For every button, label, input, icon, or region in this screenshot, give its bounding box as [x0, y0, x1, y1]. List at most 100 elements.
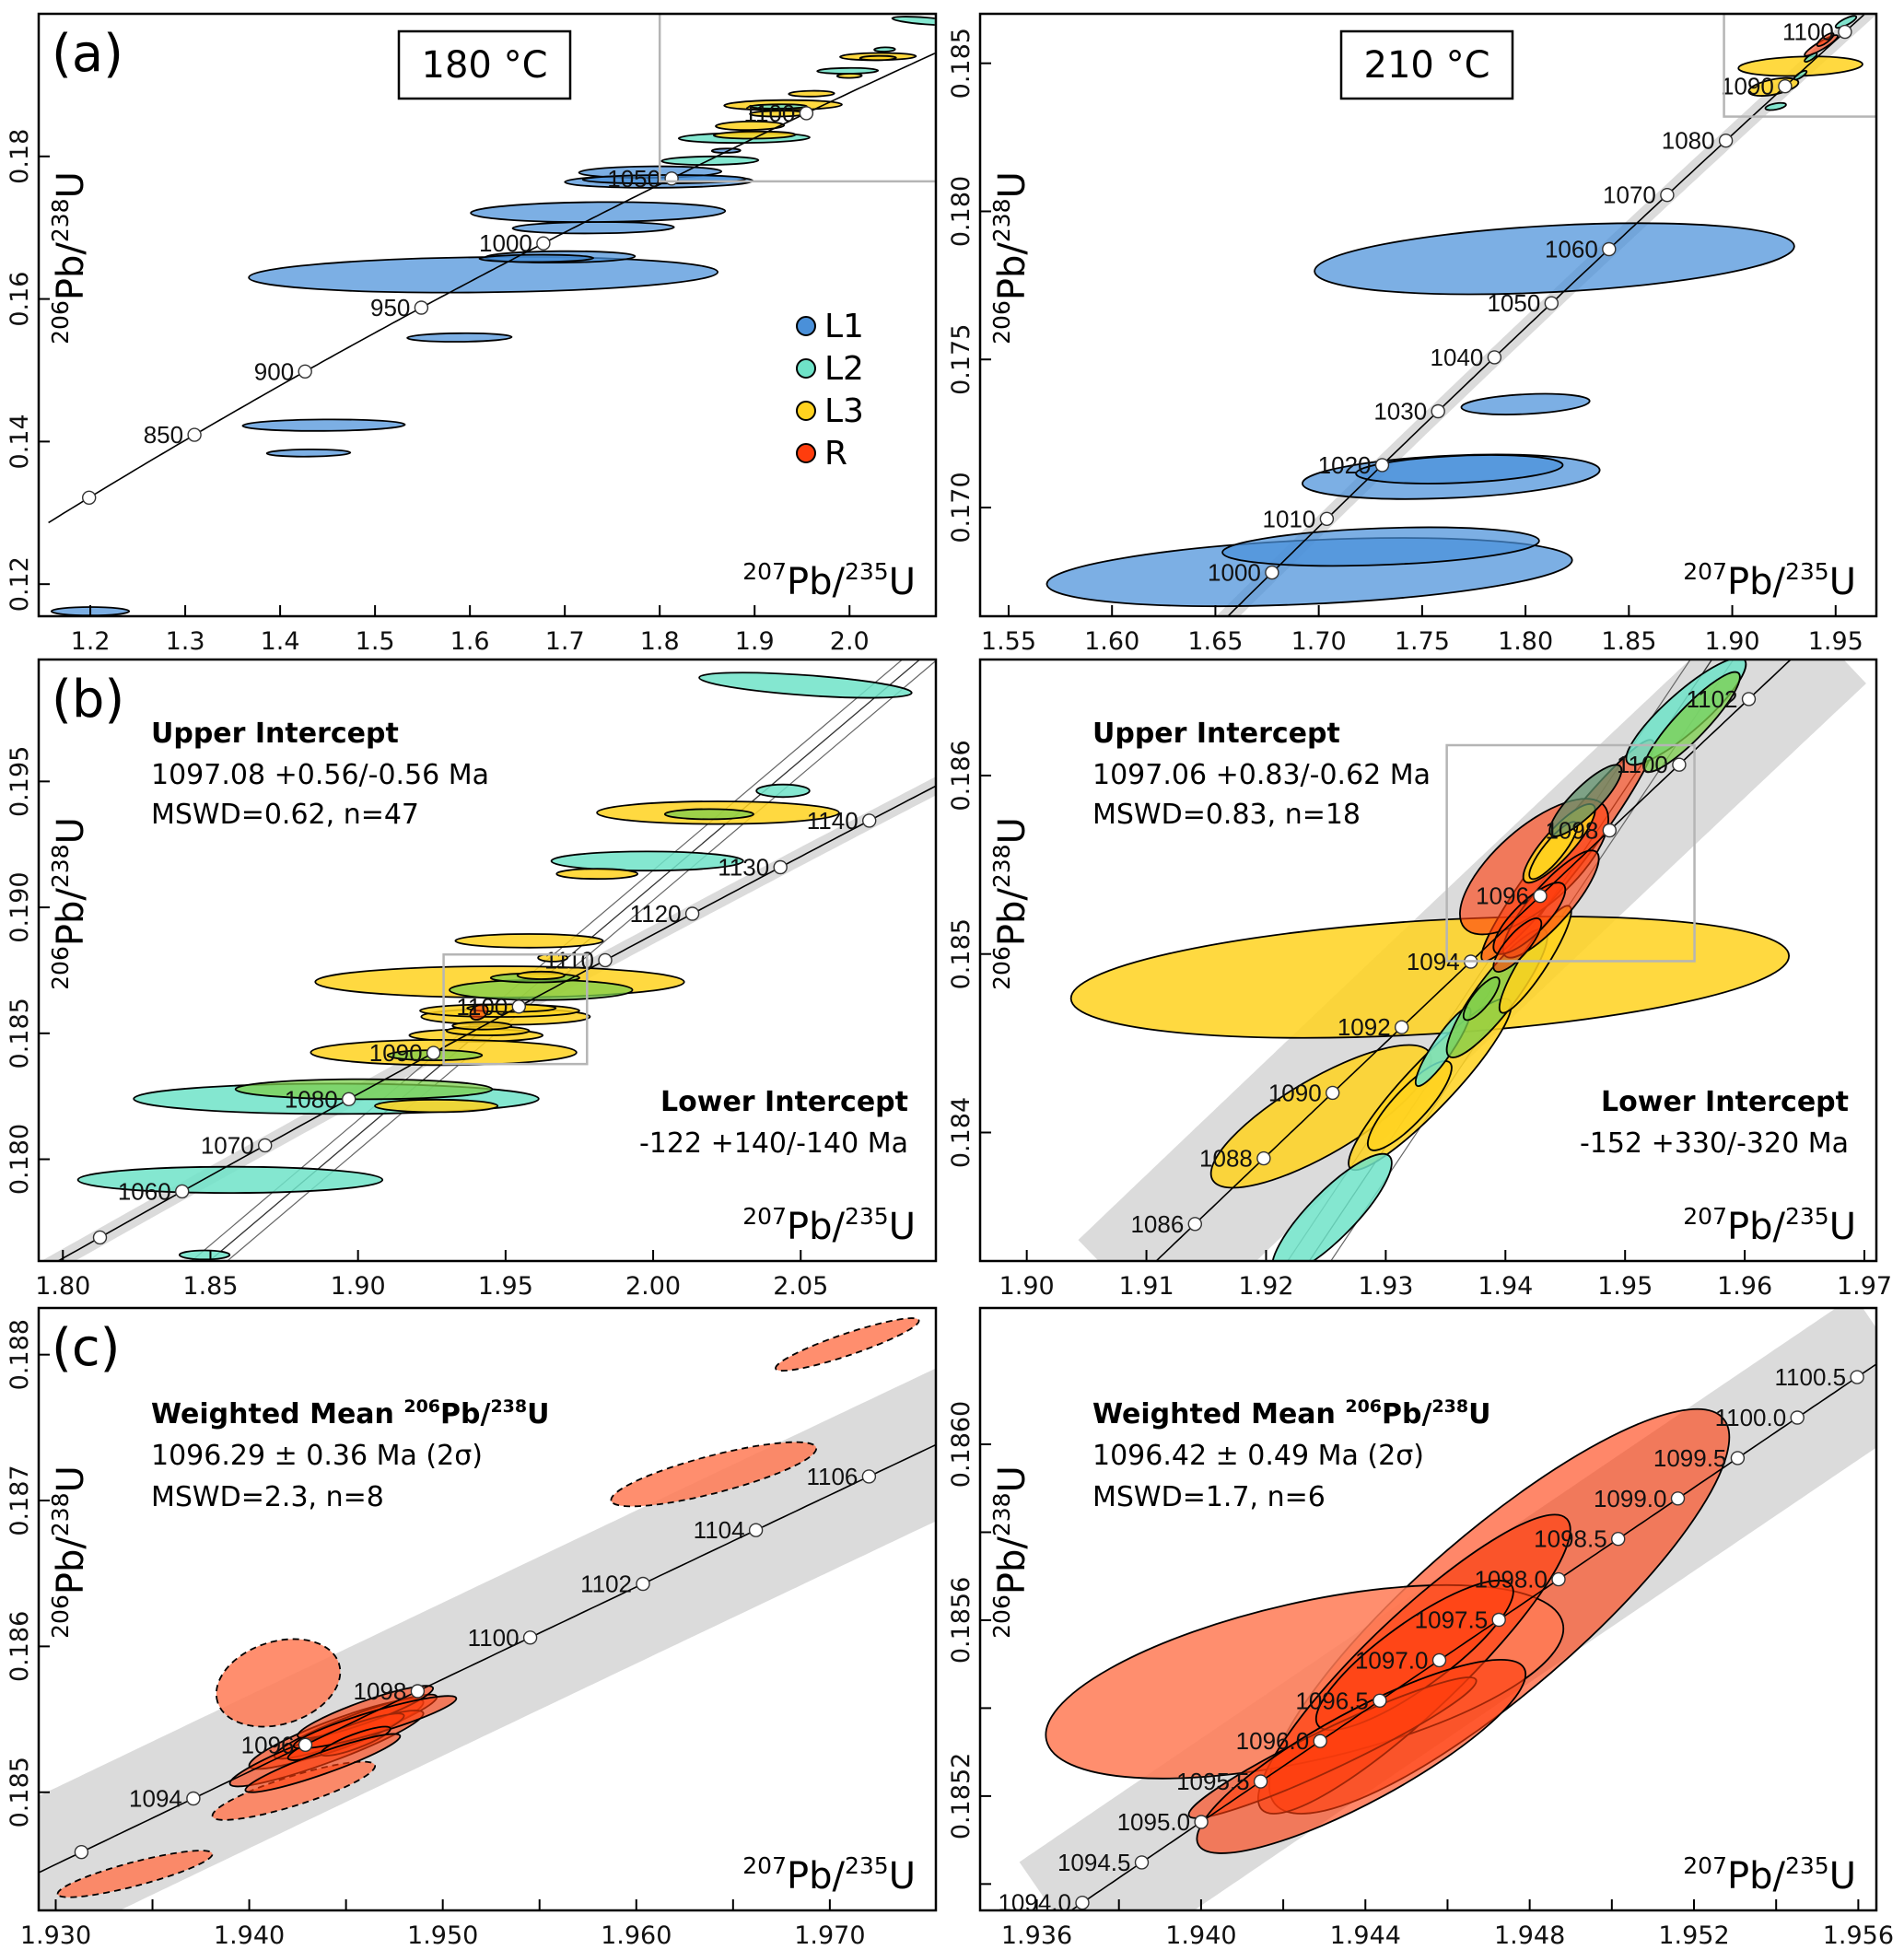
concordia-age-marker [410, 1684, 426, 1699]
x-tick-label: 2.0 [830, 627, 870, 656]
error-ellipse-l1 [241, 418, 406, 432]
weighted-mean-stats: MSWD=2.3, n=8 [151, 1481, 384, 1513]
concordia-age-marker [187, 427, 202, 442]
concordia-age-marker [1778, 78, 1793, 94]
x-tick-label: 1.95 [478, 1272, 533, 1301]
x-tick-label: 1.930 [20, 1921, 91, 1950]
axis-title-superscript: 207 [742, 1203, 787, 1230]
y-tick-label: 0.185 [947, 28, 975, 99]
concordia-age-marker [862, 813, 877, 828]
weighted-mean-title-part: 206 [403, 1396, 440, 1417]
concordia-age-label: 1100.0 [1715, 1404, 1787, 1431]
y-tick-label: 0.180 [6, 1124, 34, 1195]
x-tick-label: 1.80 [35, 1272, 90, 1301]
y-tick-label: 0.184 [947, 1097, 975, 1168]
concordia-age-marker [1741, 692, 1757, 706]
legend-marker-r [796, 443, 816, 463]
weighted-mean-title-part: 206 [1345, 1396, 1382, 1417]
concordia-age-marker [773, 859, 788, 875]
x-tick-label: 1.60 [1084, 627, 1139, 656]
x-tick-label: 1.96 [1717, 1272, 1772, 1301]
y-tick-label: 0.186 [6, 1611, 34, 1682]
x-tick-label: 1.92 [1238, 1272, 1293, 1301]
x-tick-label: 1.948 [1494, 1921, 1565, 1950]
temperature-box [1339, 29, 1514, 100]
concordia-age-marker [1134, 1855, 1150, 1870]
concordia-age-label: 1086 [1130, 1210, 1184, 1238]
error-ellipse-l1 [406, 332, 513, 343]
concordia-age-label: 1030 [1373, 398, 1427, 426]
axes-frame [978, 1306, 1878, 1912]
lower-intercept-value: -122 +140/-140 Ma [639, 1127, 908, 1160]
error-ellipse-l2 [873, 46, 896, 53]
y-tick-label: 0.190 [6, 871, 34, 942]
x-tick-label: 1.94 [1478, 1272, 1533, 1301]
error-ellipse-l3 [516, 970, 566, 980]
x-tick-label: 1.70 [1291, 627, 1347, 656]
concordia-age-marker [258, 1138, 273, 1153]
concordia-age-marker [1187, 1217, 1203, 1232]
concordia-age-marker [1670, 1491, 1686, 1506]
error-ellipse-l2 [76, 1165, 384, 1195]
plot-area: 1000101010201030104010501060107010801090… [1045, 14, 1876, 616]
x-tick-label: 1.952 [1658, 1921, 1729, 1950]
x-tick-label: 2.00 [625, 1272, 681, 1301]
x-tick-label: 1.940 [1165, 1921, 1236, 1950]
concordia-age-marker [1790, 1410, 1805, 1425]
concordia-age-marker [1491, 1612, 1506, 1628]
axis-title-superscript: 235 [845, 558, 889, 585]
error-ellipse-l3 [715, 120, 786, 132]
y-axis-title: 206Pb/238U [47, 1465, 92, 1639]
concordia-age-label: 950 [370, 294, 410, 321]
y-tick-label: 0.16 [6, 272, 34, 327]
concordia-age-marker [636, 1576, 650, 1592]
panel-label: (a) [52, 24, 123, 84]
axis-title-superscript: 206 [988, 946, 1015, 990]
y-axis-title: 206Pb/238U [988, 817, 1034, 990]
axis-title-text: Pb/ [991, 242, 1034, 301]
lower-intercept-title: Lower Intercept [660, 1086, 908, 1118]
error-ellipse-l2-l3 [1462, 976, 1501, 1022]
concordia-age-label: 1090 [1721, 73, 1774, 100]
y-tick-label: 0.1860 [947, 1401, 975, 1488]
x-tick-label: 1.2 [71, 627, 111, 656]
concordia-age-label: 1100 [743, 99, 795, 127]
y-axis-title: 206Pb/238U [988, 171, 1034, 344]
concordia-age-label: 1100 [468, 1624, 520, 1652]
axis-title-superscript: 238 [988, 844, 1015, 888]
concordia-age-marker [861, 1469, 877, 1484]
x-axis-title: 207Pb/235U [1683, 1203, 1856, 1248]
x-tick-label: 1.7 [545, 627, 585, 656]
axis-title-superscript: 207 [742, 1852, 787, 1879]
concordia-age-label: 1140 [807, 807, 859, 835]
x-tick-label: 1.85 [182, 1272, 238, 1301]
axis-title-superscript: 238 [47, 198, 74, 242]
axis-title-text: Pb/ [787, 1855, 846, 1897]
concordia-age-label: 1102 [1687, 685, 1738, 713]
y-tick-label: 0.185 [6, 1757, 34, 1827]
axis-title-text: Pb/ [50, 1536, 92, 1595]
concordia-age-marker [1313, 1734, 1327, 1748]
axis-title-text: U [991, 817, 1034, 844]
axis-title-superscript: 235 [1785, 1852, 1829, 1879]
error-ellipse-r [1492, 917, 1543, 973]
concordia-age-label: 850 [144, 421, 183, 449]
axis-title-text: U [50, 1465, 92, 1492]
weighted-mean-title-part: Pb/ [1382, 1398, 1431, 1430]
error-ellipse-l3 [835, 73, 863, 79]
concordia-age-marker [414, 300, 429, 315]
temperature-label: 180 °C [422, 44, 548, 87]
x-tick-label: 1.944 [1330, 1921, 1401, 1950]
axis-title-text: Pb/ [50, 242, 92, 301]
x-axis-title: 207Pb/235U [1683, 1852, 1856, 1897]
weighted-mean-title-part: Pb/ [440, 1398, 490, 1430]
y-tick-label: 0.1856 [947, 1577, 975, 1664]
x-tick-label: 1.80 [1498, 627, 1553, 656]
error-ellipse-rx [215, 1638, 342, 1728]
error-ellipse-r [244, 1733, 402, 1793]
x-tick-label: 1.65 [1187, 627, 1243, 656]
x-tick-label: 1.4 [261, 627, 300, 656]
error-ellipse-l1 [1314, 222, 1795, 296]
